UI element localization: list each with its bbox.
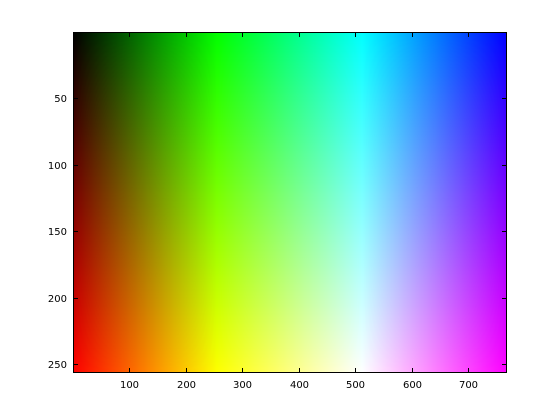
x-tick-label: 400 xyxy=(290,380,309,391)
x-tick-label: 600 xyxy=(403,380,422,391)
x-axis-ticks: 100 200 300 400 500 600 700 xyxy=(120,32,478,391)
y-tick-label: 50 xyxy=(54,94,67,105)
y-tick-label: 100 xyxy=(48,161,67,172)
x-tick-label: 700 xyxy=(459,380,478,391)
image-bottom-blend xyxy=(73,32,507,373)
x-tick-label: 100 xyxy=(120,380,139,391)
y-axis-ticks: 50 100 150 200 250 xyxy=(48,94,507,371)
axes-box xyxy=(73,32,507,373)
y-tick-label: 200 xyxy=(48,294,67,305)
y-tick-label: 250 xyxy=(48,360,67,371)
x-tick-label: 500 xyxy=(346,380,365,391)
x-tick-label: 300 xyxy=(233,380,252,391)
heatmap-image xyxy=(73,32,507,373)
x-tick-label: 200 xyxy=(177,380,196,391)
y-tick-label: 150 xyxy=(48,227,67,238)
